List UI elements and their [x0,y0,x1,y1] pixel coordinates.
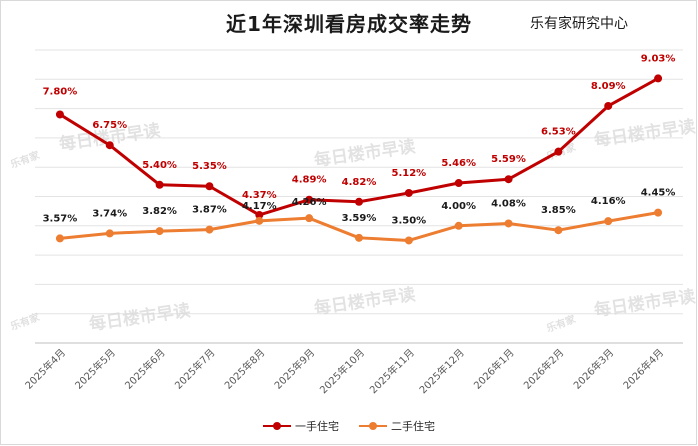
data-label-resale: 4.00% [441,201,476,212]
data-label-new: 4.82% [342,177,377,188]
data-point-resale [654,208,663,217]
data-point-resale [454,221,463,230]
data-label-new: 9.03% [641,53,676,64]
data-point-new [55,110,64,119]
legend-item-resale: 二手住宅 [359,418,435,434]
x-tick-label: 2025年7月 [172,346,218,392]
data-point-new [654,74,663,83]
x-tick-label: 2025年8月 [222,346,268,392]
data-label-resale: 4.45% [641,188,676,199]
data-point-new [205,182,214,191]
watermark-text: 每日楼市早读 [313,136,417,171]
x-tick-label: 2026年3月 [571,346,617,392]
data-point-new [454,179,463,188]
data-point-resale [604,217,613,226]
data-point-resale [155,227,164,236]
watermark-logo: 乐有家 [545,312,579,335]
source-label: 乐有家研究中心 [530,16,628,32]
x-tick-label: 2025年11月 [367,346,417,396]
chart-title: 近1年深圳看房成交率走势 [226,12,472,36]
data-label-new: 4.37% [242,190,277,201]
x-tick-label: 2025年6月 [122,346,168,392]
data-point-new [105,141,114,150]
data-label-new: 7.80% [43,86,78,97]
data-label-resale: 3.59% [342,213,377,224]
watermark-text: 每日楼市早读 [593,116,697,151]
data-points [55,74,663,245]
x-tick-label: 2026年2月 [521,346,567,392]
data-label-resale: 4.17% [242,201,277,212]
data-point-resale [55,234,64,243]
watermark-text: 每日楼市早读 [593,286,697,321]
data-label-new: 5.12% [391,168,426,179]
data-label-resale: 3.57% [43,213,78,224]
data-point-resale [255,216,264,225]
data-label-resale: 3.50% [391,215,426,226]
x-axis-ticks: 2025年4月 2025年5月 2025年6月 2025年7月 2025年8月 2025年… [22,346,666,396]
data-point-new [155,180,164,189]
data-point-resale [355,233,363,242]
data-point-resale [404,236,413,245]
data-label-new: 6.75% [92,120,127,131]
data-label-resale: 3.74% [92,208,127,219]
x-tick-label: 2025年9月 [271,346,317,392]
data-point-new [305,195,314,204]
x-tick-label: 2025年5月 [72,346,118,392]
legend-label-resale: 二手住宅 [391,420,435,433]
data-point-resale [205,225,214,234]
data-point-new [404,188,413,197]
data-label-new: 5.35% [192,161,227,172]
data-point-new [504,175,513,184]
data-label-resale: 3.82% [142,206,177,217]
data-point-resale [554,226,563,235]
legend-label-new: 一手住宅 [295,420,339,433]
data-point-resale [504,219,513,228]
data-label-resale: 4.26% [292,197,327,208]
data-point-new [554,147,563,156]
data-label-resale: 3.85% [541,205,576,216]
data-label-new: 4.89% [292,175,327,186]
data-label-resale: 4.16% [591,196,626,207]
data-label-resale: 3.87% [192,205,227,216]
data-label-resale: 4.08% [491,198,526,209]
x-tick-label: 2026年4月 [620,346,666,392]
data-point-resale [105,229,114,238]
legend-swatch-new [263,422,291,430]
data-point-new [355,197,363,206]
legend-item-new: 一手住宅 [263,418,339,434]
data-labels: 7.80% 6.75% 5.40% 5.35% 4.37% 4.89% 4.82% 5.12%… [43,53,676,226]
legend: 一手住宅 二手住宅 [0,418,698,434]
x-tick-label: 2026年1月 [471,346,517,392]
x-tick-label: 2025年10月 [317,346,367,396]
legend-swatch-resale [359,422,387,430]
watermark-logo: 乐有家 [9,310,43,333]
x-tick-label: 2025年4月 [22,346,68,392]
x-tick-label: 2025年12月 [416,346,466,396]
data-label-new: 5.46% [441,158,476,169]
data-point-new [255,210,264,219]
data-point-new [604,101,613,110]
data-label-new: 5.59% [491,154,526,165]
data-point-resale [305,214,314,223]
data-label-new: 8.09% [591,81,626,92]
watermark-text: 每日楼市早读 [88,300,192,335]
data-label-new: 6.53% [541,127,576,138]
data-label-new: 5.40% [142,160,177,171]
